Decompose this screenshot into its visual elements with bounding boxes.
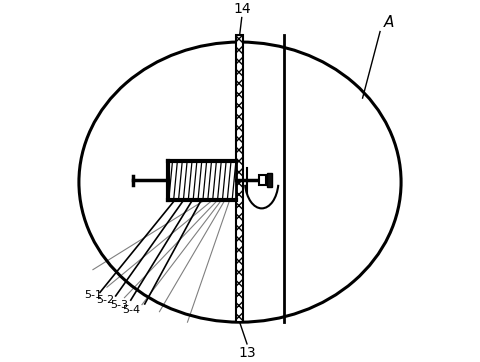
Text: 5-3: 5-3 [110,300,128,310]
Bar [237,35,243,322]
Bar [267,173,272,188]
Text: 5-2: 5-2 [96,295,115,306]
Bar [259,176,266,185]
Text: 5-1: 5-1 [84,290,102,300]
Text: 5-4: 5-4 [122,305,140,315]
Text: 14: 14 [233,2,251,16]
Bar [168,161,237,199]
Text: 13: 13 [238,346,256,359]
Text: A: A [384,15,394,30]
